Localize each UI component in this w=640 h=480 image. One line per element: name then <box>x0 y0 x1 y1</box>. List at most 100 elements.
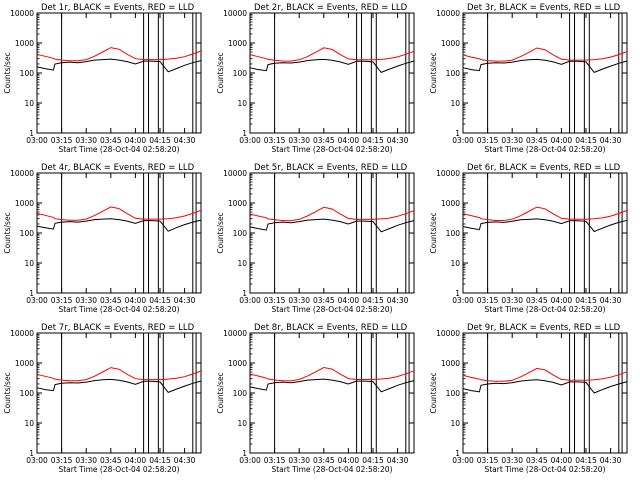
y-tick-label: 1 <box>29 289 34 298</box>
y-tick-label: 10 <box>450 419 460 428</box>
panel-title: Det 3r, BLACK = Events, RED = LLD <box>467 3 621 13</box>
series-line-lld <box>249 47 415 62</box>
y-tick-label: 10000 <box>436 9 460 18</box>
detector-panel-9: Det 9r, BLACK = Events, RED = LLD 1 10 100 1… <box>429 323 628 474</box>
x-tick-label: 04:30 <box>387 456 409 465</box>
series-line-lld <box>249 206 415 222</box>
series-line-lld <box>36 47 202 62</box>
x-tick-label: 04:30 <box>600 296 622 305</box>
y-tick-label: 10 <box>237 259 247 268</box>
x-tick-label: 04:00 <box>338 456 360 465</box>
y-axis-label: Counts/sec <box>3 52 12 93</box>
series-line-events <box>249 218 415 233</box>
x-tick-label: 03:45 <box>526 296 548 305</box>
detector-panel-7: Det 7r, BLACK = Events, RED = LLD 1 10 100 1… <box>3 323 202 474</box>
x-axis-label: Start Time (28-Oct-04 02:58:20) <box>58 465 179 474</box>
x-tick-label: 04:30 <box>600 136 622 145</box>
y-tick-label: 10000 <box>436 329 460 338</box>
y-tick-label: 10 <box>24 99 34 108</box>
panel-title: Det 8r, BLACK = Events, RED = LLD <box>254 323 408 333</box>
series-line-lld <box>36 206 202 221</box>
x-tick-label: 03:45 <box>100 296 122 305</box>
x-tick-label: 03:30 <box>288 456 310 465</box>
x-tick-label: 03:45 <box>526 136 548 145</box>
series-line-events <box>36 58 202 73</box>
y-tick-label: 1 <box>455 449 460 458</box>
series-line-lld <box>462 206 628 221</box>
x-tick-label: 04:15 <box>362 296 384 305</box>
x-tick-label: 03:30 <box>75 136 97 145</box>
y-tick-label: 100 <box>20 69 35 78</box>
y-tick-label: 100 <box>233 69 248 78</box>
y-axis-label: Counts/sec <box>216 52 225 93</box>
x-tick-label: 03:45 <box>526 456 548 465</box>
x-axis-label: Start Time (28-Oct-04 02:58:20) <box>271 465 392 474</box>
x-tick-label: 04:00 <box>551 136 573 145</box>
x-axis-label: Start Time (28-Oct-04 02:58:20) <box>58 305 179 314</box>
panel-title: Det 6r, BLACK = Events, RED = LLD <box>467 163 621 173</box>
detector-panel-8: Det 8r, BLACK = Events, RED = LLD 1 10 100 1… <box>216 323 415 474</box>
y-axis-label: Counts/sec <box>429 372 438 413</box>
y-tick-label: 10000 <box>223 329 247 338</box>
y-tick-label: 1 <box>242 289 247 298</box>
x-tick-label: 03:00 <box>239 456 261 465</box>
y-tick-label: 10000 <box>10 9 34 18</box>
series-line-lld <box>249 366 415 382</box>
y-tick-label: 1 <box>242 449 247 458</box>
x-tick-label: 04:00 <box>551 456 573 465</box>
y-tick-label: 1000 <box>15 199 34 208</box>
y-tick-label: 1 <box>455 129 460 138</box>
x-tick-label: 04:15 <box>575 456 597 465</box>
x-tick-label: 04:15 <box>362 136 384 145</box>
panel-title: Det 9r, BLACK = Events, RED = LLD <box>467 323 621 333</box>
x-tick-label: 04:15 <box>362 456 384 465</box>
series-line-events <box>249 378 415 393</box>
detector-panel-1: Det 1r, BLACK = Events, RED = LLD 1 10 100 1… <box>3 3 202 154</box>
y-axis-label: Counts/sec <box>216 212 225 253</box>
x-tick-label: 03:30 <box>288 296 310 305</box>
series-line-events <box>462 58 628 74</box>
x-tick-label: 03:00 <box>26 456 48 465</box>
x-tick-label: 03:00 <box>239 296 261 305</box>
y-axis-label: Counts/sec <box>429 212 438 253</box>
x-tick-label: 04:15 <box>149 296 171 305</box>
series-line-events <box>36 218 202 232</box>
y-tick-label: 10 <box>450 99 460 108</box>
x-tick-label: 04:00 <box>125 296 147 305</box>
y-tick-label: 10 <box>237 99 247 108</box>
x-tick-label: 03:30 <box>75 296 97 305</box>
x-tick-label: 03:30 <box>501 456 523 465</box>
x-tick-label: 04:30 <box>174 296 196 305</box>
y-tick-label: 1 <box>29 449 34 458</box>
y-tick-label: 10000 <box>436 169 460 178</box>
x-tick-label: 03:45 <box>100 456 122 465</box>
panel-title: Det 4r, BLACK = Events, RED = LLD <box>41 163 195 173</box>
x-tick-label: 03:45 <box>100 136 122 145</box>
y-tick-label: 1000 <box>441 199 460 208</box>
x-tick-label: 03:45 <box>313 136 335 145</box>
x-tick-label: 04:00 <box>338 296 360 305</box>
y-tick-label: 1000 <box>441 39 460 48</box>
x-tick-label: 04:00 <box>338 136 360 145</box>
x-tick-label: 03:15 <box>264 296 286 305</box>
x-tick-label: 03:45 <box>313 456 335 465</box>
x-tick-label: 03:15 <box>477 136 499 145</box>
x-tick-label: 04:30 <box>387 136 409 145</box>
x-tick-label: 03:30 <box>288 136 310 145</box>
x-tick-label: 04:30 <box>174 456 196 465</box>
y-tick-label: 1000 <box>15 359 34 368</box>
y-tick-label: 100 <box>446 229 461 238</box>
x-tick-label: 03:15 <box>51 136 73 145</box>
y-tick-label: 10 <box>450 259 460 268</box>
detector-panel-6: Det 6r, BLACK = Events, RED = LLD 1 10 100 1… <box>429 163 628 314</box>
y-tick-label: 100 <box>20 389 35 398</box>
x-tick-label: 04:15 <box>575 296 597 305</box>
y-axis-label: Counts/sec <box>429 52 438 93</box>
y-tick-label: 100 <box>233 389 248 398</box>
y-tick-label: 100 <box>20 229 35 238</box>
y-tick-label: 1 <box>29 129 34 138</box>
x-tick-label: 03:00 <box>452 136 474 145</box>
series-line-events <box>462 379 628 394</box>
x-tick-label: 04:15 <box>149 456 171 465</box>
